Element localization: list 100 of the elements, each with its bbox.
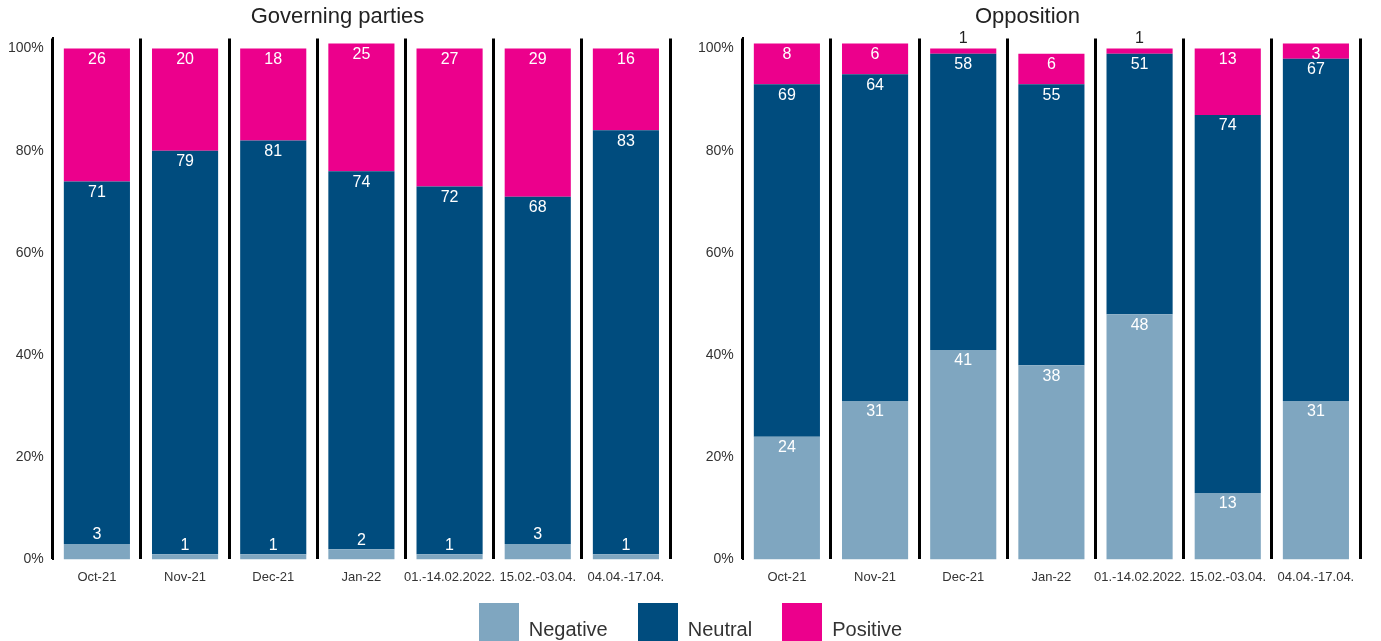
data-label: 3 (92, 525, 102, 543)
data-label: 1 (1135, 29, 1145, 47)
data-label: 25 (352, 44, 371, 62)
x-tick-label: Dec-21 (942, 568, 985, 584)
bar (592, 554, 659, 560)
data-label: 64 (866, 75, 885, 93)
bar (152, 150, 219, 555)
data-label: 55 (1042, 85, 1061, 103)
data-label: 74 (352, 172, 371, 190)
data-label: 6 (1046, 55, 1056, 73)
bar (753, 84, 820, 437)
data-label: 71 (87, 182, 106, 200)
bar (1194, 493, 1261, 560)
bar (416, 554, 483, 560)
data-label: 20 (176, 50, 195, 68)
bar (1018, 84, 1085, 366)
data-label: 1 (268, 535, 278, 553)
bar (504, 196, 571, 545)
bar (504, 48, 571, 197)
data-label: 16 (617, 50, 635, 68)
bar (1282, 401, 1349, 560)
bar (753, 43, 820, 85)
data-label: 27 (440, 50, 459, 68)
chart-title: Governing parties (250, 3, 425, 29)
data-label: 2 (356, 530, 366, 548)
data-label: 74 (1218, 116, 1237, 134)
bar (152, 48, 219, 151)
data-label: 81 (264, 141, 283, 159)
data-label: 51 (1130, 55, 1149, 73)
bar (592, 48, 659, 131)
x-tick-label: 04.04.-17.04. (1277, 568, 1355, 584)
y-tick-label: 0% (23, 550, 44, 567)
bar (63, 181, 130, 545)
y-tick-label: 20% (705, 448, 734, 465)
data-label: 48 (1130, 315, 1149, 333)
data-label: 79 (176, 152, 195, 170)
y-tick-label: 20% (15, 448, 44, 465)
data-label: 38 (1042, 366, 1061, 384)
legend-label: Neutral (687, 618, 753, 641)
y-tick-label: 60% (705, 243, 734, 260)
bar (240, 48, 307, 141)
data-label: 1 (958, 29, 968, 47)
y-tick-label: 0% (713, 550, 734, 567)
bar (930, 349, 997, 560)
bar (753, 436, 820, 560)
x-tick-label: Dec-21 (252, 568, 295, 584)
bar (1282, 43, 1349, 59)
bar (1106, 53, 1173, 315)
x-tick-label: Oct-21 (767, 568, 807, 584)
data-label: 41 (954, 351, 973, 369)
bar (63, 544, 130, 560)
bar (63, 48, 130, 182)
bar (1018, 365, 1085, 560)
data-label: 3 (533, 525, 543, 543)
data-label: 13 (1218, 50, 1237, 68)
data-label: 24 (777, 438, 796, 456)
data-label: 72 (440, 187, 459, 205)
bar (1106, 48, 1173, 54)
y-tick-label: 40% (705, 345, 734, 362)
bar (240, 554, 307, 560)
data-label: 1 (180, 535, 190, 553)
bar (416, 48, 483, 187)
bar (1194, 115, 1261, 493)
bar (842, 43, 909, 75)
bar (504, 544, 571, 560)
data-label: 67 (1307, 60, 1325, 78)
bar (1106, 314, 1173, 560)
y-tick-label: 80% (15, 141, 44, 158)
bar (328, 171, 395, 550)
y-tick-label: 60% (15, 243, 44, 260)
x-tick-label: Jan-22 (341, 568, 382, 584)
y-tick-label: 80% (705, 141, 734, 158)
data-label: 31 (866, 402, 885, 420)
bar (842, 401, 909, 560)
bar (152, 554, 219, 560)
data-label: 69 (777, 85, 796, 103)
data-label: 1 (621, 535, 631, 553)
data-label: 1 (445, 535, 455, 553)
data-label: 58 (954, 55, 973, 73)
bar (842, 74, 909, 402)
y-tick-label: 100% (697, 39, 734, 56)
y-tick-label: 40% (15, 345, 44, 362)
data-label: 68 (528, 198, 547, 216)
data-label: 3 (1311, 44, 1321, 62)
bar (1194, 48, 1261, 116)
data-label: 31 (1307, 402, 1325, 420)
bar (240, 140, 307, 555)
data-label: 29 (528, 50, 547, 68)
data-label: 13 (1218, 494, 1237, 512)
x-tick-label: Nov-21 (164, 568, 207, 584)
x-tick-label: Jan-22 (1031, 568, 1072, 584)
legend-label: Negative (528, 618, 608, 641)
bar (1018, 53, 1085, 85)
x-tick-label: 04.04.-17.04. (587, 568, 665, 584)
bar (1282, 58, 1349, 402)
bar (930, 48, 997, 54)
bar (328, 549, 395, 560)
data-label: 83 (617, 131, 635, 149)
data-label: 8 (782, 44, 792, 62)
x-tick-label: 01.-14.02.2022. (404, 568, 496, 584)
